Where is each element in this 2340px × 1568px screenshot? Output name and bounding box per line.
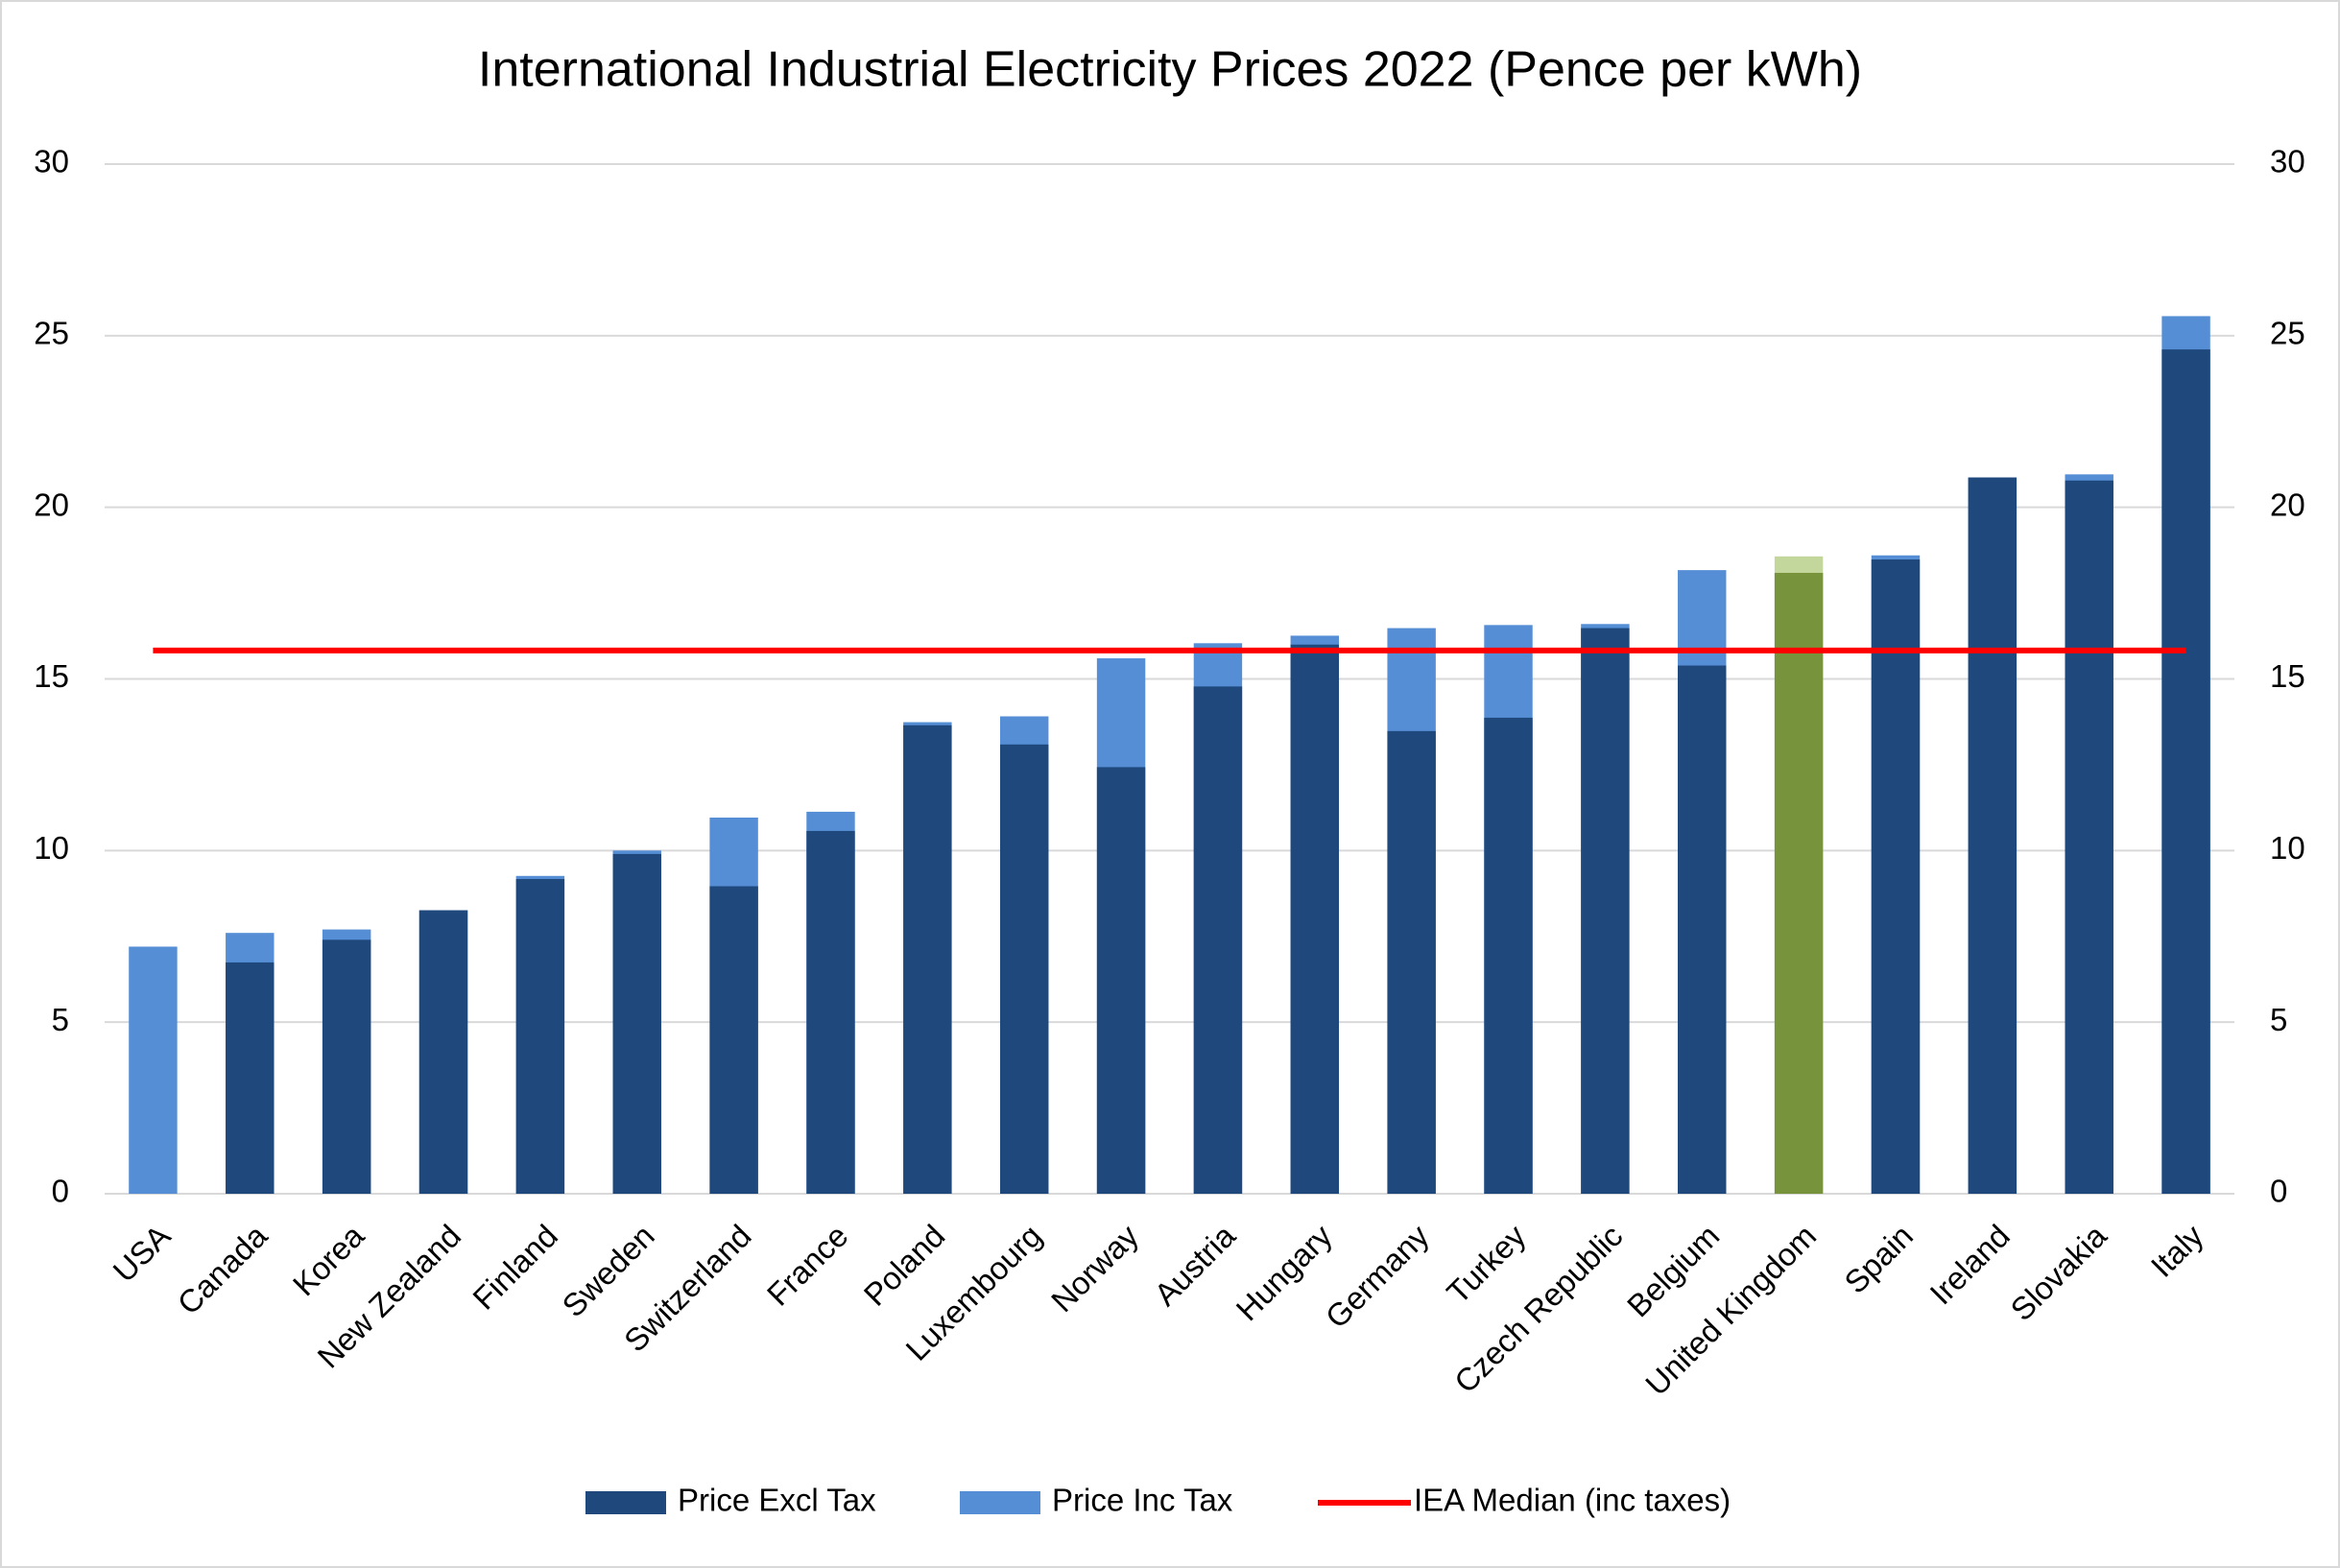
bar — [1387, 730, 1436, 1194]
legend-label: Price Excl Tax — [678, 1483, 876, 1518]
bar — [418, 910, 468, 1194]
y-tick-label: 15 — [34, 658, 69, 694]
y2-tick-label: 15 — [2270, 658, 2305, 694]
y2-tick-label: 0 — [2270, 1174, 2287, 1209]
bar — [129, 946, 178, 1194]
chart-title: International Industrial Electricity Pri… — [478, 42, 1862, 98]
y2-tick-label: 20 — [2270, 487, 2305, 522]
bar — [1678, 665, 1727, 1194]
bar — [2065, 480, 2113, 1194]
legend-label: IEA Median (inc taxes) — [1414, 1483, 1731, 1518]
y2-tick-label: 25 — [2270, 316, 2305, 351]
bar — [322, 939, 371, 1194]
legend-label: Price Inc Tax — [1052, 1483, 1233, 1518]
y2-tick-label: 30 — [2270, 144, 2305, 179]
y-tick-label: 20 — [34, 487, 69, 522]
y2-tick-label: 10 — [2270, 830, 2305, 866]
y2-tick-label: 5 — [2270, 1002, 2287, 1037]
y-tick-label: 0 — [52, 1174, 69, 1209]
legend-swatch — [960, 1491, 1040, 1514]
bar — [806, 830, 855, 1194]
bar — [1774, 572, 1824, 1194]
bar — [1290, 644, 1340, 1194]
y-tick-label: 5 — [52, 1002, 69, 1037]
bar — [709, 886, 758, 1194]
bar — [226, 962, 275, 1194]
y-tick-label: 25 — [34, 316, 69, 351]
bar — [1193, 686, 1243, 1194]
bar — [1484, 717, 1533, 1194]
bar — [2161, 349, 2210, 1194]
legend-swatch — [585, 1491, 666, 1514]
bar — [1968, 477, 2018, 1194]
bar — [1581, 628, 1630, 1194]
bar — [1096, 767, 1146, 1194]
bar — [903, 725, 952, 1194]
bar — [1871, 559, 1921, 1194]
bar — [515, 879, 565, 1194]
y-tick-label: 10 — [34, 830, 69, 866]
bar — [612, 853, 661, 1194]
bar — [999, 744, 1049, 1194]
y-tick-label: 30 — [34, 144, 69, 179]
